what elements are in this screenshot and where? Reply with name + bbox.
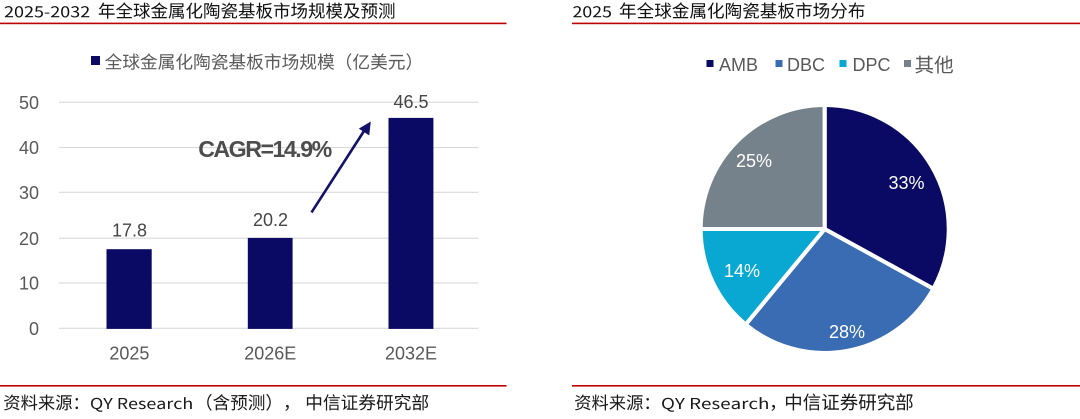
svg-text:33%: 33% — [888, 173, 924, 193]
svg-text:17.8: 17.8 — [112, 220, 147, 240]
svg-text:0: 0 — [29, 319, 39, 339]
svg-text:46.5: 46.5 — [393, 92, 428, 112]
svg-text:20.2: 20.2 — [253, 210, 288, 230]
svg-text:AMB: AMB — [719, 55, 758, 75]
svg-text:DPC: DPC — [853, 55, 891, 75]
svg-text:30: 30 — [19, 183, 39, 203]
svg-text:28%: 28% — [829, 322, 865, 342]
svg-text:DBC: DBC — [787, 55, 825, 75]
svg-text:CAGR=14.9%: CAGR=14.9% — [198, 136, 331, 162]
svg-text:2025: 2025 — [109, 344, 149, 364]
svg-text:40: 40 — [19, 138, 39, 158]
svg-text:25%: 25% — [736, 151, 772, 171]
svg-text:20: 20 — [19, 229, 39, 249]
svg-text:14%: 14% — [724, 261, 760, 281]
svg-text:2032E: 2032E — [385, 344, 437, 364]
svg-text:2026E: 2026E — [244, 344, 296, 364]
svg-text:50: 50 — [19, 93, 39, 113]
svg-text:10: 10 — [19, 274, 39, 294]
